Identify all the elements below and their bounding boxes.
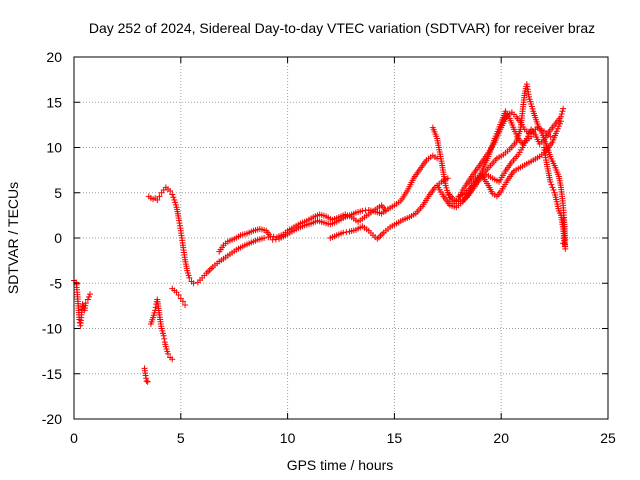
x-axis-label: GPS time / hours xyxy=(287,457,394,473)
y-tick-label: 10 xyxy=(46,140,62,156)
data-point xyxy=(558,111,565,118)
data-point xyxy=(167,187,174,194)
chart-title: Day 252 of 2024, Sidereal Day-to-day VTE… xyxy=(89,20,595,36)
data-point xyxy=(85,293,92,300)
data-point xyxy=(82,300,89,307)
data-point xyxy=(547,178,554,185)
data-point xyxy=(559,108,566,115)
data-point xyxy=(84,296,91,303)
data-point xyxy=(169,356,176,363)
data-point xyxy=(160,332,167,339)
data-point xyxy=(261,235,268,241)
y-tick-label: 20 xyxy=(46,49,62,65)
data-point xyxy=(548,181,555,188)
x-tick-label: 15 xyxy=(387,430,403,446)
data-point xyxy=(161,335,168,342)
data-point xyxy=(190,280,197,287)
x-tick-label: 25 xyxy=(600,430,616,446)
x-tick-label: 5 xyxy=(177,430,185,446)
y-tick-label: -5 xyxy=(50,275,63,291)
data-point xyxy=(152,304,159,311)
x-tick-label: 20 xyxy=(493,430,509,446)
y-tick-label: 15 xyxy=(46,94,62,110)
data-points xyxy=(71,81,569,385)
data-point xyxy=(143,375,150,382)
grid-layer xyxy=(74,57,608,419)
y-tick-label: -20 xyxy=(42,411,62,427)
data-point xyxy=(560,215,567,222)
data-point xyxy=(87,291,94,298)
x-tick-label: 10 xyxy=(280,430,296,446)
data-point xyxy=(154,196,161,203)
data-point xyxy=(156,193,163,200)
data-point xyxy=(179,298,186,305)
x-tick-label: 0 xyxy=(70,430,78,446)
data-point xyxy=(549,184,556,191)
data-point xyxy=(550,187,557,194)
y-tick-label: -15 xyxy=(42,366,62,382)
data-point xyxy=(169,191,176,198)
data-point xyxy=(444,175,451,182)
y-tick-label: -10 xyxy=(42,321,62,337)
data-point xyxy=(182,301,189,308)
tick-layer: 0 5 10 15 20 25 -20 -15 -10 -5 0 5 10 15 20 xyxy=(42,49,616,446)
data-point xyxy=(558,118,565,125)
y-tick-label: 5 xyxy=(54,185,62,201)
data-point xyxy=(143,377,150,384)
data-point xyxy=(164,350,171,357)
data-point xyxy=(170,194,177,201)
data-point xyxy=(142,372,149,379)
data-point xyxy=(560,105,567,112)
y-axis-label: SDTVAR / TECUs xyxy=(5,182,21,294)
data-point xyxy=(547,133,554,140)
data-point xyxy=(144,378,151,385)
y-tick-label: 0 xyxy=(54,230,62,246)
data-point xyxy=(175,292,182,299)
data-point xyxy=(186,274,193,281)
